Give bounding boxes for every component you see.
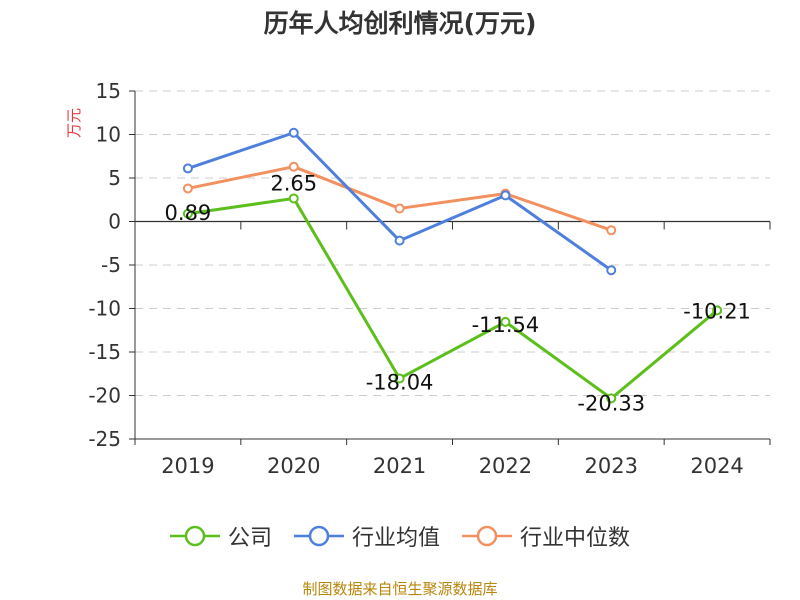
data-label: -20.33 <box>577 391 645 415</box>
legend-marker-icon <box>293 525 344 547</box>
data-point <box>394 373 405 384</box>
legend-item[interactable]: 行业中位数 <box>462 520 630 552</box>
data-point <box>606 265 617 276</box>
data-point <box>182 163 193 174</box>
data-point <box>394 203 405 214</box>
y-axis-unit: 万元 <box>65 108 83 138</box>
legend-item[interactable]: 行业均值 <box>293 520 440 552</box>
y-tick-label: 15 <box>96 79 121 103</box>
data-label: 2.65 <box>270 171 317 195</box>
data-point <box>606 225 617 236</box>
legend-item[interactable]: 公司 <box>169 520 272 552</box>
y-tick-label: -5 <box>101 253 121 277</box>
data-point <box>288 161 299 172</box>
x-tick-label: 2024 <box>690 454 743 478</box>
data-point <box>712 305 723 316</box>
y-tick-label: -15 <box>88 340 121 364</box>
x-tick-label: 2021 <box>373 454 426 478</box>
series-line-0 <box>187 196 719 400</box>
data-point <box>182 208 193 219</box>
legend-label: 行业均值 <box>351 526 440 551</box>
legend-label: 行业中位数 <box>520 526 631 551</box>
legend-label: 公司 <box>227 526 272 551</box>
legend: 公司 行业均值 行业中位数 <box>0 520 800 552</box>
data-point <box>500 190 511 201</box>
series-line-1 <box>187 131 613 272</box>
legend-marker-icon <box>169 525 220 547</box>
y-tick-label: 0 <box>108 210 121 234</box>
y-tick-label: 5 <box>108 166 121 190</box>
data-point <box>606 393 617 404</box>
data-label: -11.54 <box>472 313 540 337</box>
data-point <box>288 127 299 138</box>
x-tick-label: 2019 <box>161 454 214 478</box>
x-tick-label: 2020 <box>267 454 320 478</box>
y-tick-label: -10 <box>88 297 121 321</box>
data-label: -10.21 <box>683 299 751 323</box>
series-line-2 <box>187 165 612 232</box>
data-label: -18.04 <box>366 370 434 394</box>
data-point <box>394 235 405 246</box>
data-point <box>500 316 511 327</box>
y-tick-label: -20 <box>88 384 121 408</box>
x-tick-label: 2023 <box>585 454 638 478</box>
data-point <box>288 193 299 204</box>
y-tick-label: -25 <box>88 427 121 451</box>
data-point <box>182 183 193 194</box>
y-tick-label: 10 <box>96 123 121 147</box>
source-note: 制图数据来自恒生聚源数据库 <box>302 580 498 598</box>
chart-title: 历年人均创利情况(万元) <box>263 9 537 38</box>
data-label: 0.89 <box>165 201 212 225</box>
x-tick-label: 2022 <box>479 454 532 478</box>
legend-marker-icon <box>462 525 512 547</box>
